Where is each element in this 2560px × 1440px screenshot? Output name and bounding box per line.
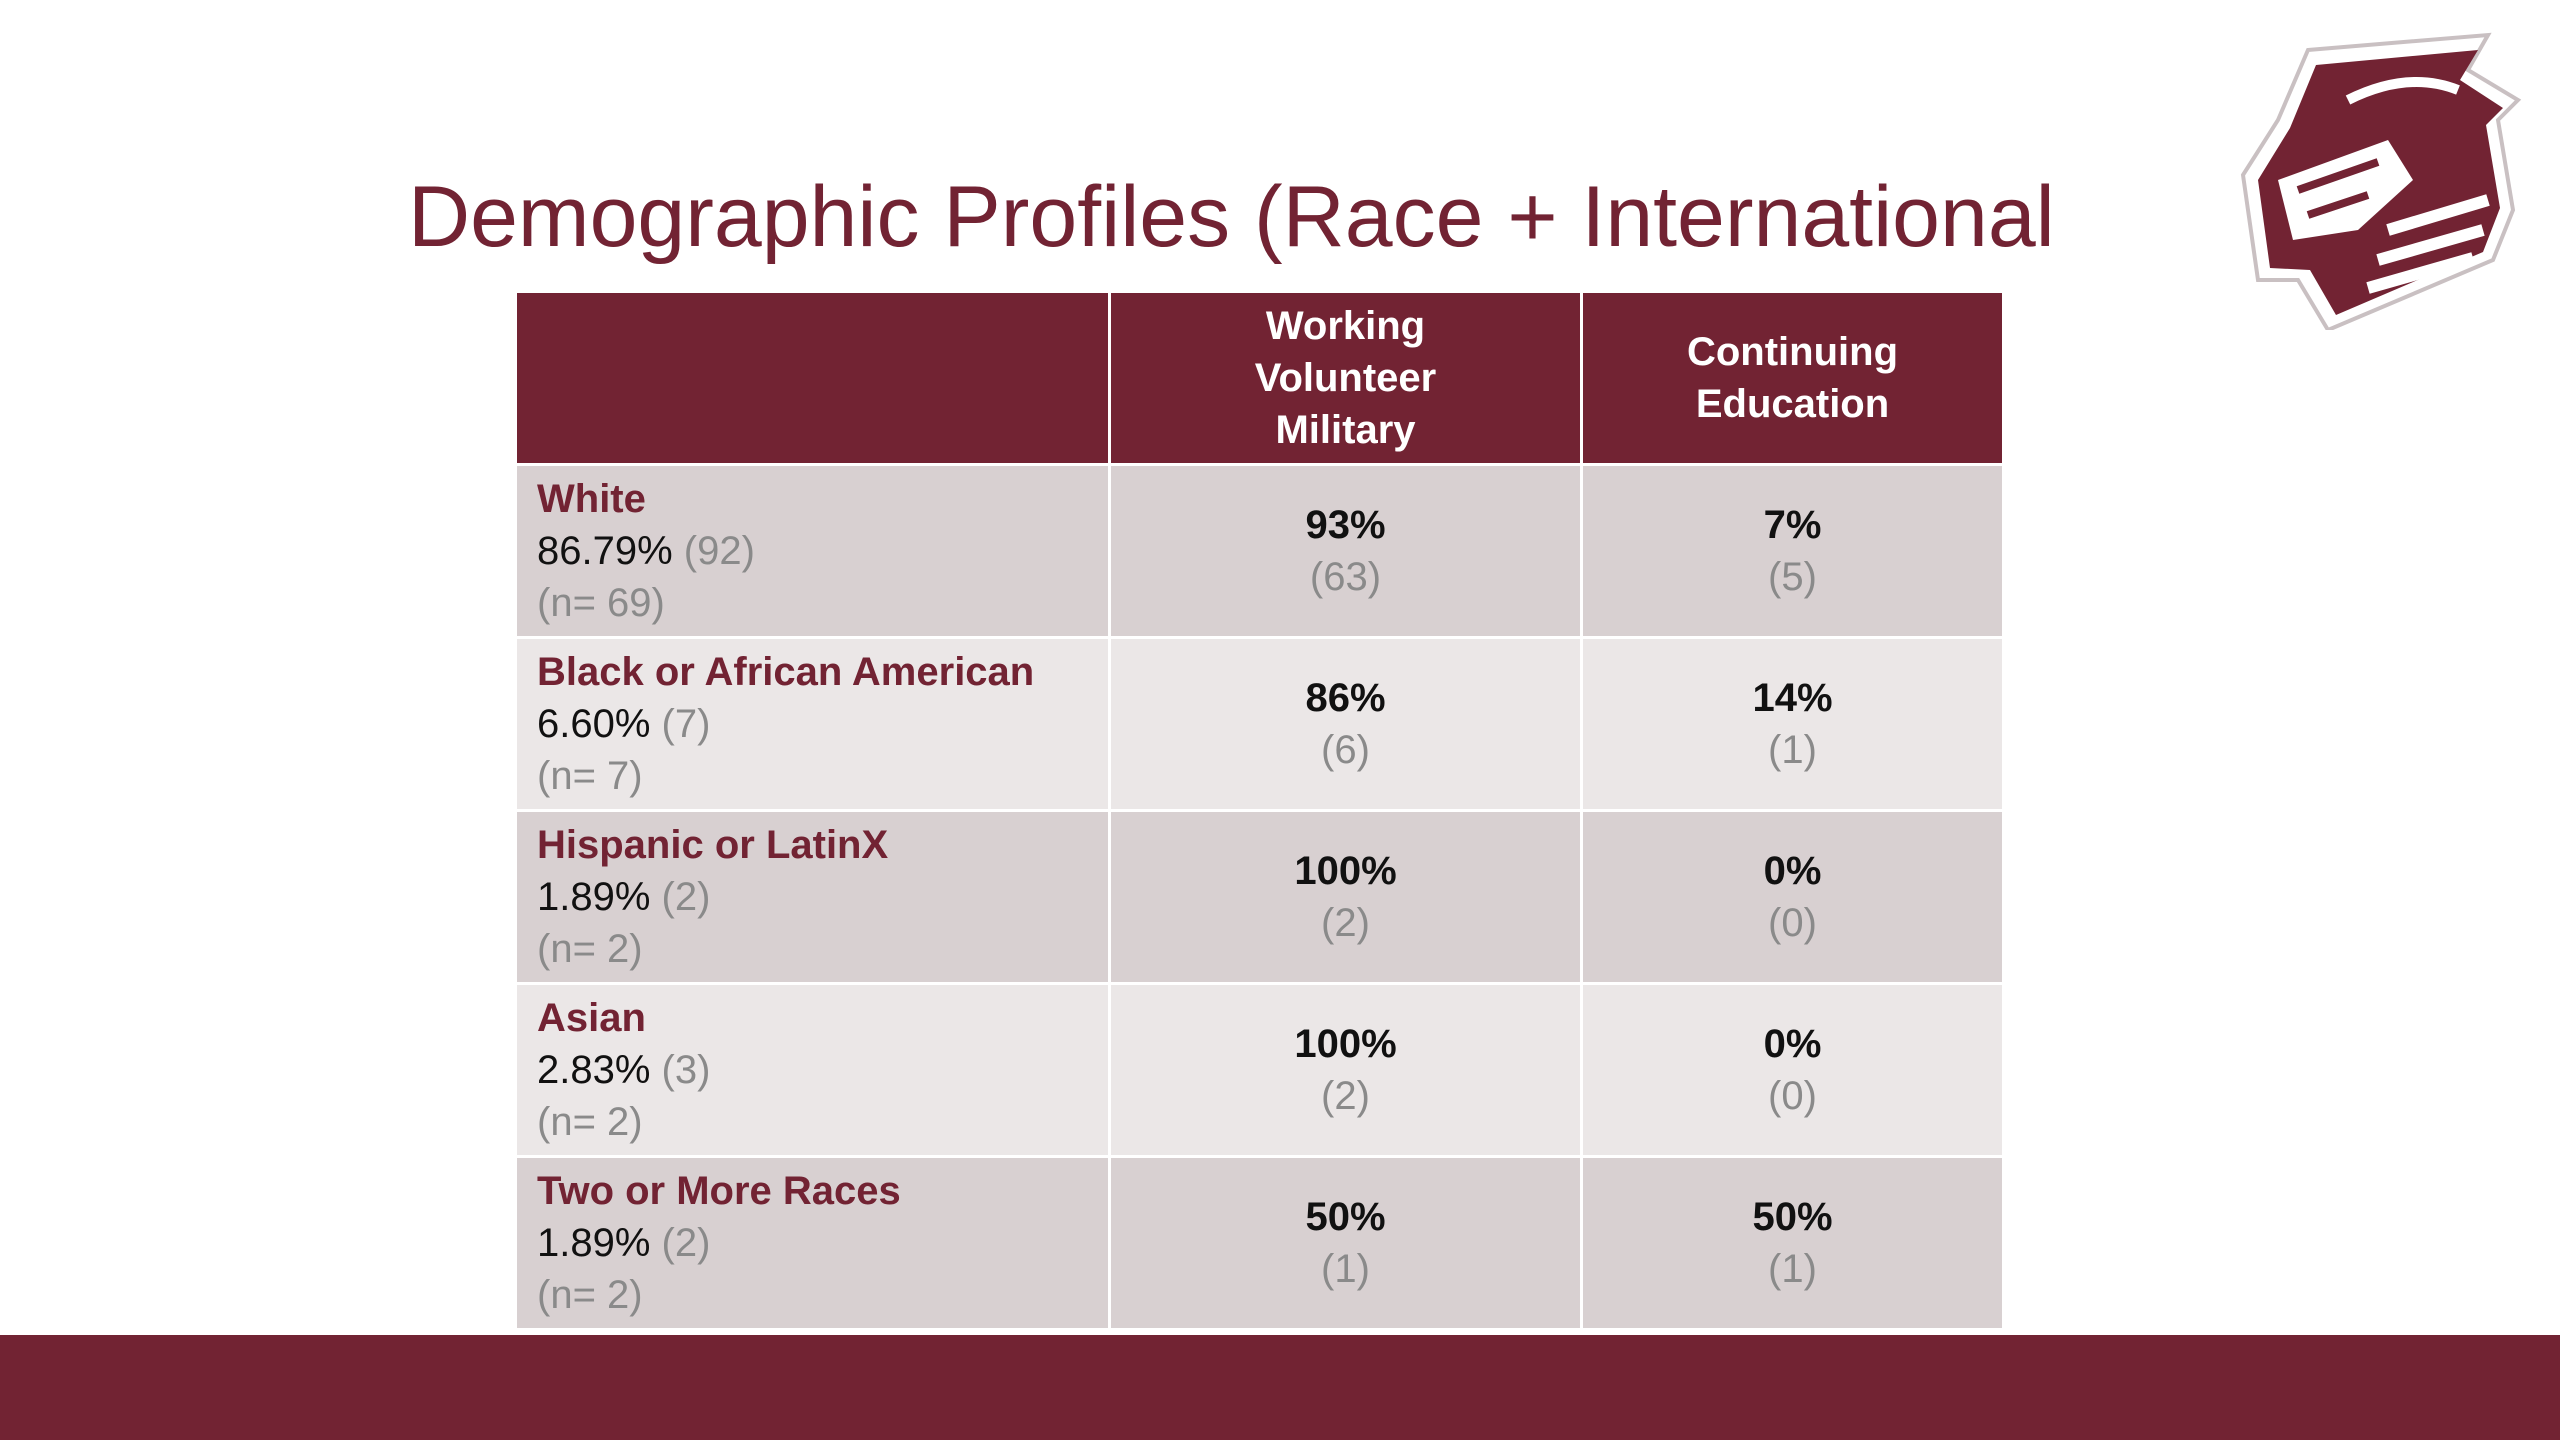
group-count: (3) [661, 1048, 711, 1092]
cell-pct: 100% [1294, 849, 1397, 893]
cell-count: (6) [1321, 728, 1370, 772]
row-label-cell: Black or African American 6.60% (7) (n= … [514, 636, 1111, 812]
group-count: (2) [661, 1221, 711, 1265]
group-n: (n= 2) [537, 1100, 643, 1144]
working-volunteer-military-cell: 50% (1) [1108, 1155, 1583, 1331]
group-share: 1.89% (2) [537, 871, 1108, 923]
group-name: Two or More Races [537, 1169, 901, 1213]
continuing-education-cell: 14% (1) [1580, 636, 2005, 812]
group-pct: 86.79% [537, 529, 673, 573]
continuing-education-cell: 0% (0) [1580, 982, 2005, 1158]
cell-count: (2) [1321, 1074, 1370, 1118]
table-row: Hispanic or LatinX 1.89% (2) (n= 2) 100%… [514, 809, 2005, 985]
cell-pct: 0% [1763, 849, 1822, 893]
continuing-education-cell: 0% (0) [1580, 809, 2005, 985]
cell-count: (5) [1768, 555, 1817, 599]
slide-title: Demographic Profiles (Race + Internation… [408, 169, 2055, 265]
group-pct: 1.89% [537, 875, 651, 919]
row-label-cell: White 86.79% (92) (n= 69) [514, 463, 1111, 639]
group-count: (7) [661, 702, 711, 746]
footer-band [0, 1335, 2560, 1440]
working-volunteer-military-cell: 86% (6) [1108, 636, 1583, 812]
group-share: 1.89% (2) [537, 1217, 1108, 1269]
cell-pct: 0% [1763, 1022, 1822, 1066]
working-volunteer-military-cell: 100% (2) [1108, 809, 1583, 985]
header-line: Education [1695, 382, 1890, 426]
group-count: (92) [683, 529, 755, 573]
cell-pct: 93% [1305, 503, 1386, 547]
continuing-education-cell: 50% (1) [1580, 1155, 2005, 1331]
header-line: Volunteer [1254, 356, 1437, 400]
continuing-education-cell: 7% (5) [1580, 463, 2005, 639]
header-line: Continuing [1686, 330, 1899, 374]
cell-count: (1) [1768, 728, 1817, 772]
working-volunteer-military-cell: 100% (2) [1108, 982, 1583, 1158]
cell-pct: 100% [1294, 1022, 1397, 1066]
cell-count: (1) [1321, 1247, 1370, 1291]
cell-pct: 50% [1305, 1195, 1386, 1239]
table-header-row: Working Volunteer Military Continuing Ed… [514, 290, 2005, 466]
table-row: White 86.79% (92) (n= 69) 93% (63) 7% (5… [514, 463, 2005, 639]
group-count: (2) [661, 875, 711, 919]
group-n: (n= 2) [537, 1273, 643, 1317]
row-label-cell: Two or More Races 1.89% (2) (n= 2) [514, 1155, 1111, 1331]
header-working-volunteer-military: Working Volunteer Military [1108, 290, 1583, 466]
group-pct: 2.83% [537, 1048, 651, 1092]
table-row: Asian 2.83% (3) (n= 2) 100% (2) 0% (0) [514, 982, 2005, 1158]
cell-pct: 50% [1752, 1195, 1833, 1239]
cell-count: (0) [1768, 901, 1817, 945]
group-n: (n= 7) [537, 754, 643, 798]
knight-helmet-icon [2240, 32, 2522, 330]
group-share: 86.79% (92) [537, 525, 1108, 577]
table-row: Two or More Races 1.89% (2) (n= 2) 50% (… [514, 1155, 2005, 1331]
header-line: Working [1265, 304, 1426, 348]
table-row: Black or African American 6.60% (7) (n= … [514, 636, 2005, 812]
working-volunteer-military-cell: 93% (63) [1108, 463, 1583, 639]
group-name: Asian [537, 996, 646, 1040]
group-share: 2.83% (3) [537, 1044, 1108, 1096]
header-continuing-education: Continuing Education [1580, 290, 2005, 466]
cell-pct: 86% [1305, 676, 1386, 720]
row-label-cell: Hispanic or LatinX 1.89% (2) (n= 2) [514, 809, 1111, 985]
header-empty-cell [514, 290, 1111, 466]
group-name: Hispanic or LatinX [537, 823, 889, 867]
cell-count: (63) [1309, 555, 1382, 599]
cell-count: (2) [1321, 901, 1370, 945]
group-n: (n= 2) [537, 927, 643, 971]
demographics-table: Working Volunteer Military Continuing Ed… [514, 290, 2005, 1331]
row-label-cell: Asian 2.83% (3) (n= 2) [514, 982, 1111, 1158]
group-name: White [537, 477, 646, 521]
header-line: Military [1275, 408, 1416, 452]
group-share: 6.60% (7) [537, 698, 1108, 750]
cell-count: (1) [1768, 1247, 1817, 1291]
group-n: (n= 69) [537, 581, 665, 625]
cell-pct: 14% [1752, 676, 1833, 720]
cell-pct: 7% [1763, 503, 1822, 547]
group-pct: 1.89% [537, 1221, 651, 1265]
group-name: Black or African American [537, 650, 1035, 694]
cell-count: (0) [1768, 1074, 1817, 1118]
group-pct: 6.60% [537, 702, 651, 746]
